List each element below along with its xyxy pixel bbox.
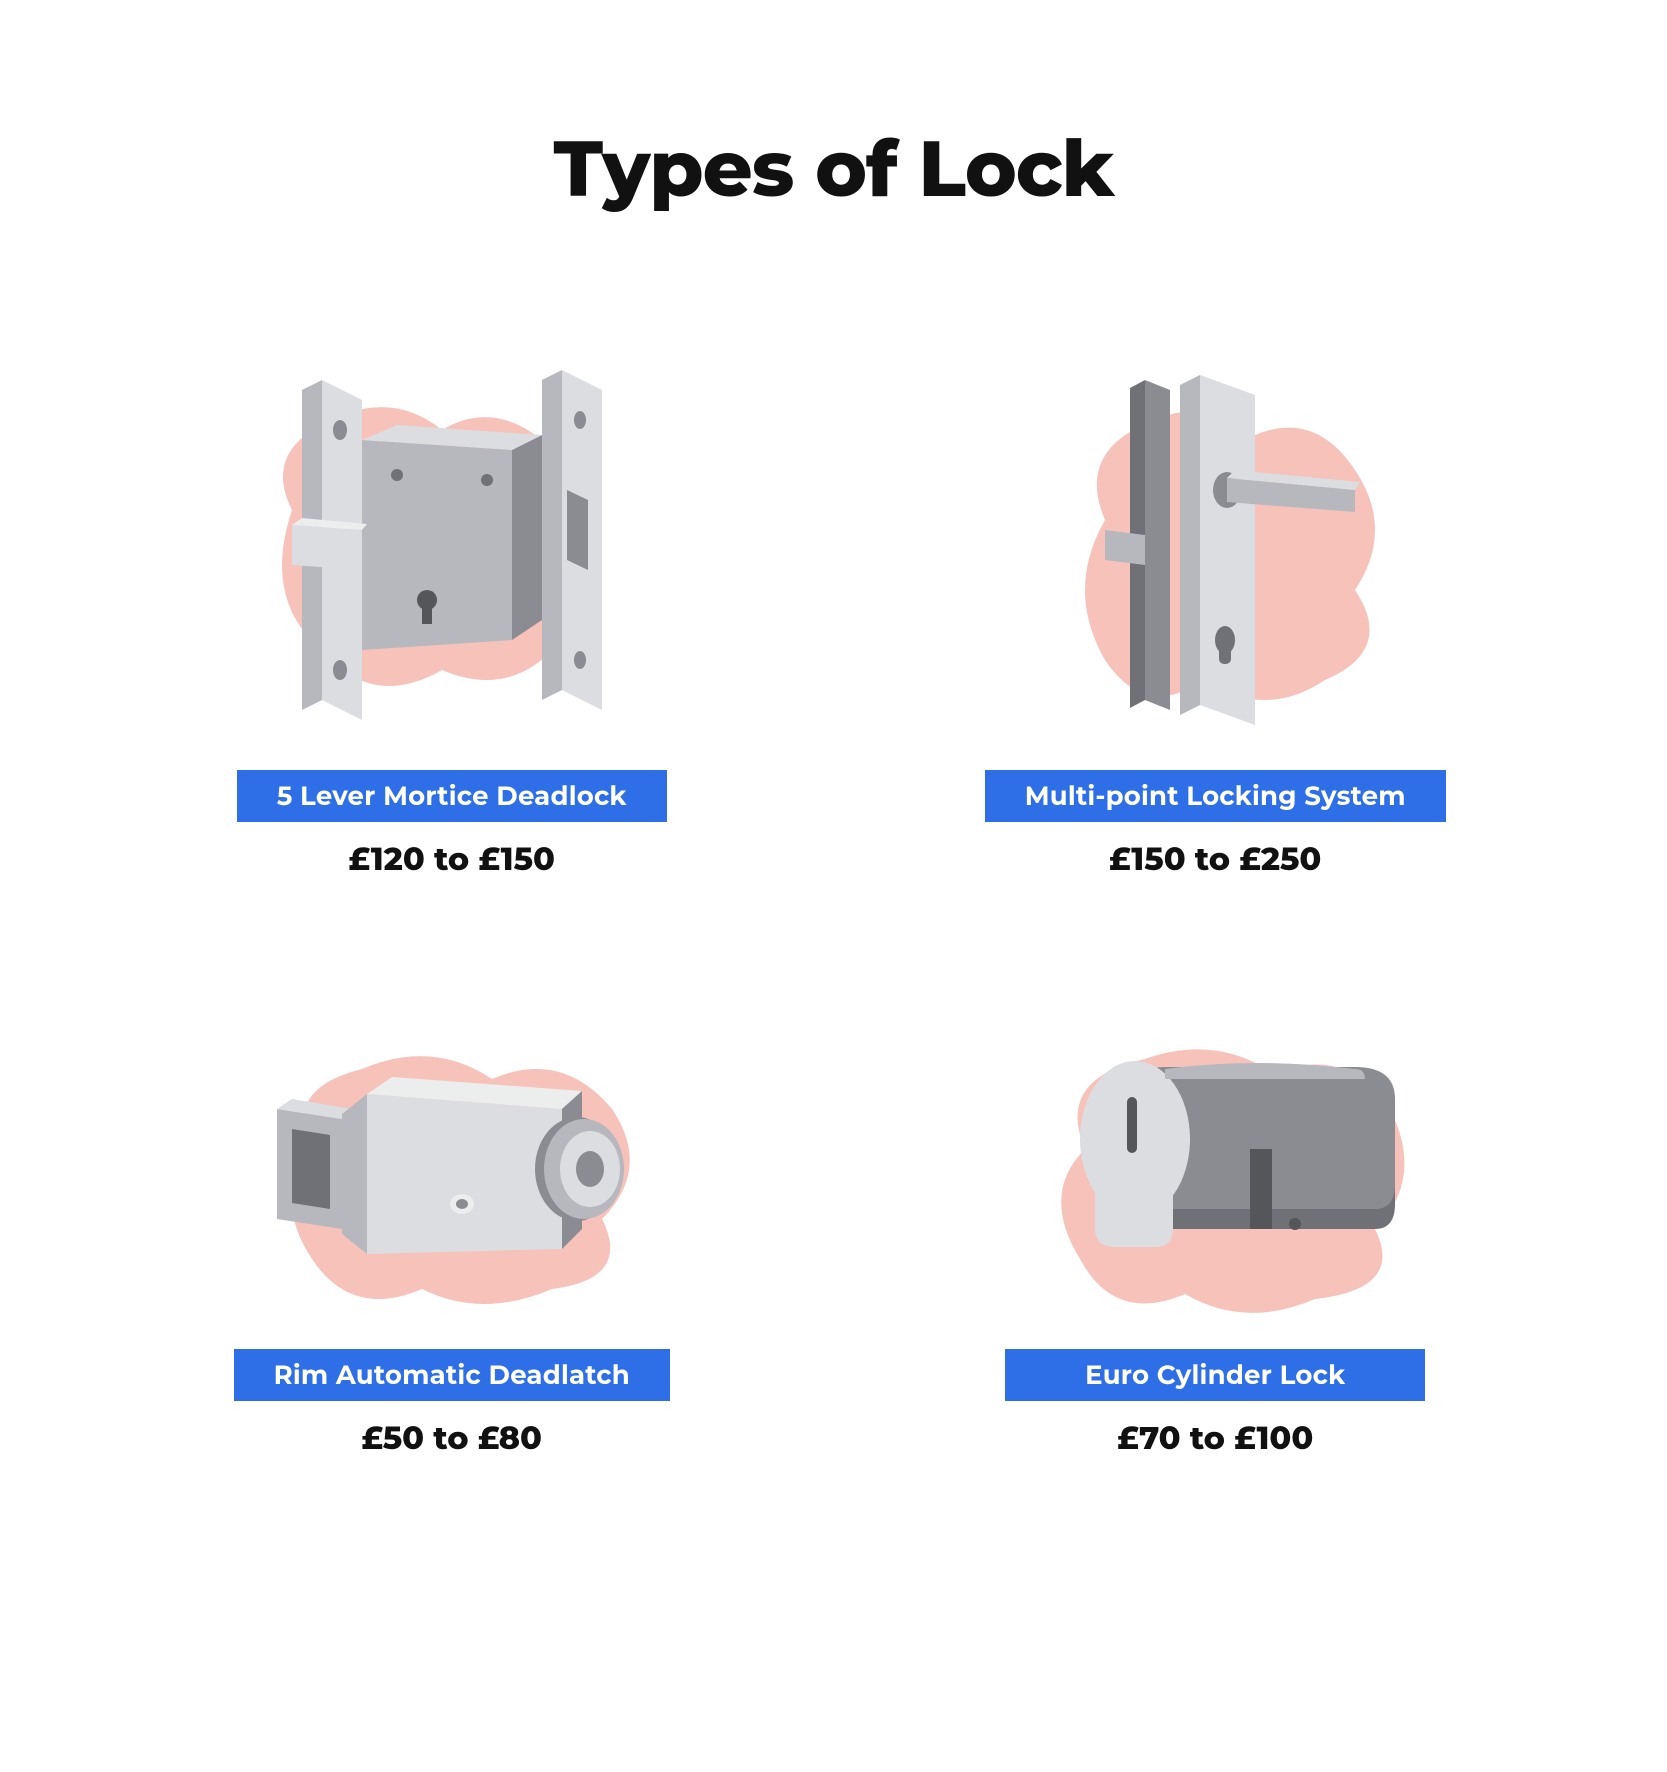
mortice-deadlock-icon [232, 340, 672, 740]
card-multi-point: Multi-point Locking System £150 to £250 [924, 340, 1508, 879]
multi-point-lock-icon [995, 340, 1435, 740]
price-multi-point: £150 to £250 [1109, 840, 1321, 879]
euro-cylinder-icon [995, 999, 1435, 1319]
price-mortice-deadlock: £120 to £150 [349, 840, 555, 879]
price-rim-deadlatch: £50 to £80 [362, 1419, 542, 1458]
label-mortice-deadlock: 5 Lever Mortice Deadlock [237, 770, 667, 822]
label-multi-point: Multi-point Locking System [985, 770, 1446, 822]
price-euro-cylinder: £70 to £100 [1117, 1419, 1313, 1458]
rim-deadlatch-icon [232, 999, 672, 1319]
label-rim-deadlatch: Rim Automatic Deadlatch [234, 1349, 670, 1401]
card-euro-cylinder: Euro Cylinder Lock £70 to £100 [924, 999, 1508, 1458]
card-rim-deadlatch: Rim Automatic Deadlatch £50 to £80 [160, 999, 744, 1458]
card-mortice-deadlock: 5 Lever Mortice Deadlock £120 to £150 [160, 340, 744, 879]
label-euro-cylinder: Euro Cylinder Lock [1005, 1349, 1425, 1401]
page-title: Types of Lock [0, 120, 1667, 216]
lock-grid: 5 Lever Mortice Deadlock £120 to £150 [160, 340, 1507, 1458]
